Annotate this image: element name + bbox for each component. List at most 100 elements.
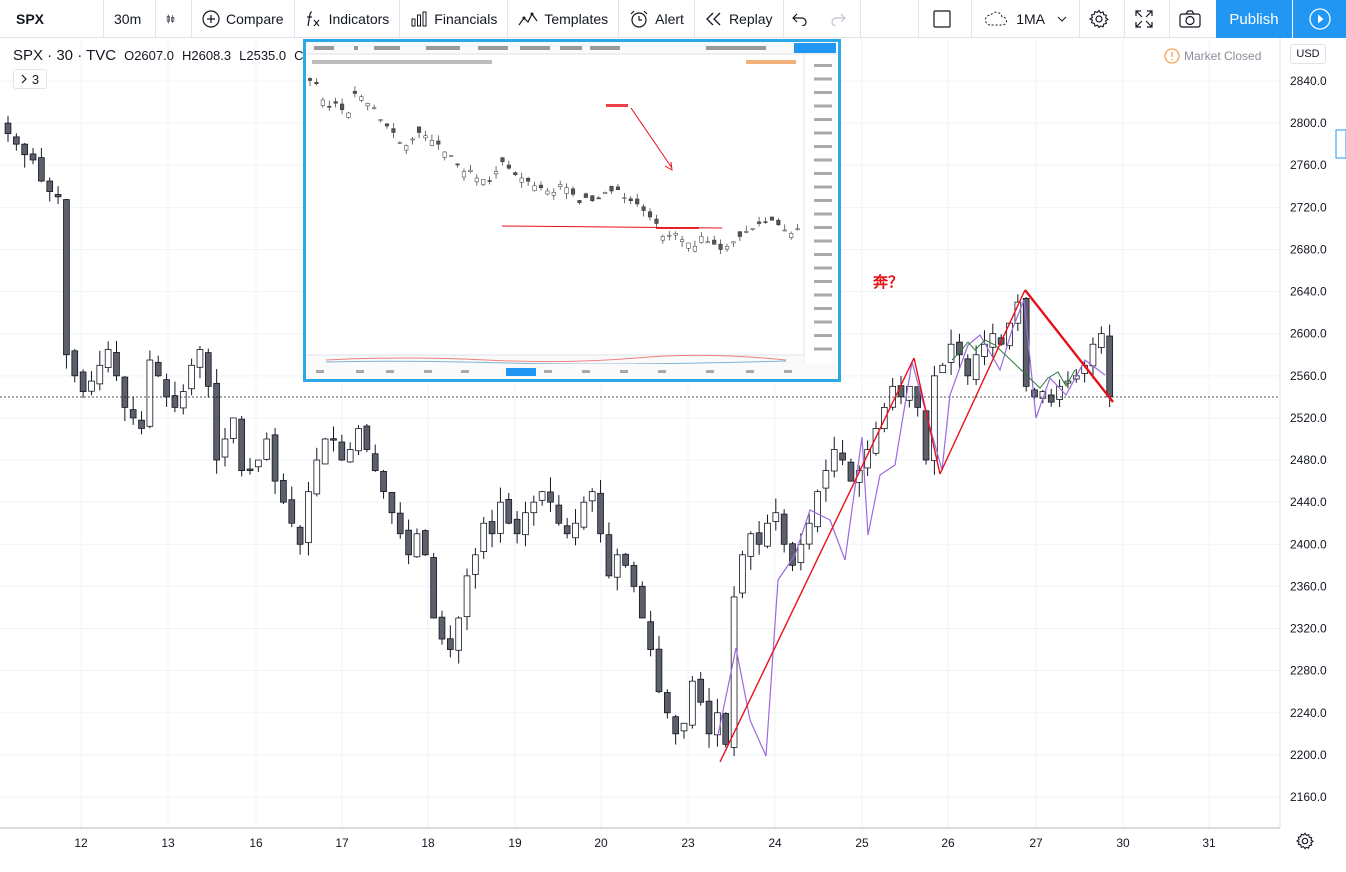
currency-badge[interactable]: USD [1290, 44, 1326, 64]
candle [555, 495, 563, 526]
candle [580, 496, 588, 530]
candle [939, 362, 947, 374]
candle [346, 442, 354, 463]
trend-lines[interactable] [719, 289, 1114, 763]
inset-candle [320, 97, 325, 108]
candle [747, 531, 755, 570]
y-tick-label: 2200.0 [1290, 748, 1327, 762]
inset-candle [641, 204, 646, 217]
legend-symbol[interactable]: SPX · 30 · TVC [13, 47, 117, 64]
candle [972, 345, 980, 385]
candle [672, 714, 679, 745]
snapshot-button[interactable] [1170, 0, 1216, 38]
inset-candle [724, 243, 730, 252]
candle [4, 115, 12, 142]
inset-candle [635, 193, 640, 207]
y-tick-label: 2680.0 [1290, 242, 1327, 256]
indicators-button[interactable]: Indicators [295, 0, 401, 38]
inset-candle [461, 168, 467, 181]
fullscreen-button[interactable] [1125, 0, 1170, 38]
alert-button[interactable]: Alert [619, 0, 695, 38]
candle [530, 495, 538, 526]
clock-warning-icon [1164, 48, 1180, 64]
inset-candle [391, 122, 396, 138]
templates-button[interactable]: Templates [508, 0, 620, 38]
publish-button[interactable]: Publish [1216, 0, 1292, 38]
candle [722, 712, 730, 748]
candle [588, 488, 596, 512]
candle [29, 147, 37, 165]
save-layout-button[interactable]: 1MA [972, 0, 1080, 38]
interval-button[interactable]: 30m [104, 0, 156, 38]
candle [1022, 297, 1030, 392]
layout-select-button[interactable] [918, 0, 973, 38]
inset-candle [384, 123, 390, 129]
candle [947, 329, 955, 375]
candle [680, 722, 688, 739]
inset-price-axis [814, 64, 832, 351]
x-tick-label: 31 [1202, 836, 1216, 850]
inset-candle [307, 77, 313, 87]
chart-settings-button[interactable] [1295, 832, 1314, 855]
annotation-label: 奔？ [872, 273, 903, 291]
candle [780, 509, 788, 553]
candle [363, 424, 371, 452]
y-tick-label: 2480.0 [1290, 453, 1327, 467]
inset-candle [532, 181, 537, 192]
inset-candle [769, 216, 774, 221]
square-icon [933, 10, 951, 28]
play-button[interactable] [1292, 0, 1346, 38]
candle [271, 428, 279, 494]
chart-type-button[interactable] [156, 0, 192, 38]
candle [179, 384, 187, 415]
candle [880, 402, 888, 433]
candle [655, 635, 663, 694]
compare-button[interactable]: Compare [192, 0, 295, 38]
market-status[interactable]: Market Closed [1164, 48, 1261, 64]
candle [1031, 387, 1038, 400]
x-tick-label: 17 [335, 836, 349, 850]
candle [497, 487, 504, 543]
y-tick-label: 2800.0 [1290, 116, 1327, 130]
inset-candle [776, 218, 781, 227]
symbol-legend: SPX · 30 · TVC O2607.0 H2608.3 L2535.0 C… [13, 47, 318, 64]
undo-button[interactable] [784, 0, 822, 38]
candle [38, 147, 45, 183]
inset-candle [397, 141, 402, 144]
inset-candle [680, 235, 685, 248]
x-tick-label: 27 [1029, 836, 1043, 850]
chevron-right-icon [21, 74, 27, 84]
inset-toolbar-dots [314, 46, 766, 50]
candle [488, 509, 496, 548]
legend-low: L2535.0 [239, 48, 287, 63]
inset-candle [660, 234, 665, 244]
candle [438, 610, 446, 645]
x-tick-label: 19 [508, 836, 522, 850]
candle [288, 486, 296, 528]
x-tick-label: 24 [768, 836, 782, 850]
inset-candle [455, 163, 460, 168]
inset-candle [603, 191, 608, 194]
symbol-search-button[interactable]: SPX [0, 0, 104, 38]
time-axis[interactable]: 12 13 16 17 18 19 20 23 24 25 26 27 30 31 [74, 836, 1216, 850]
inset-candle [615, 184, 620, 190]
candle [230, 417, 237, 444]
financials-button[interactable]: Financials [400, 0, 509, 38]
price-axis[interactable]: 2840.0 2800.0 2760.0 2720.0 2680.0 2640.0 2600… [1290, 74, 1327, 804]
inset-candle [609, 185, 614, 195]
expand-icon [1135, 10, 1153, 28]
market-status-label: Market Closed [1184, 49, 1262, 63]
settings-button[interactable] [1080, 0, 1125, 38]
x-tick-label: 13 [161, 836, 175, 850]
candle [864, 440, 871, 476]
inset-candle [474, 174, 479, 186]
inset-candle [789, 231, 794, 240]
candle [605, 522, 613, 579]
inset-candle [468, 164, 473, 174]
inset-candle [692, 240, 697, 253]
candle [664, 689, 671, 719]
inset-candle [718, 239, 723, 254]
redo-button[interactable] [822, 0, 861, 38]
legend-collapse-button[interactable]: 3 [13, 69, 47, 89]
replay-button[interactable]: Replay [695, 0, 784, 38]
